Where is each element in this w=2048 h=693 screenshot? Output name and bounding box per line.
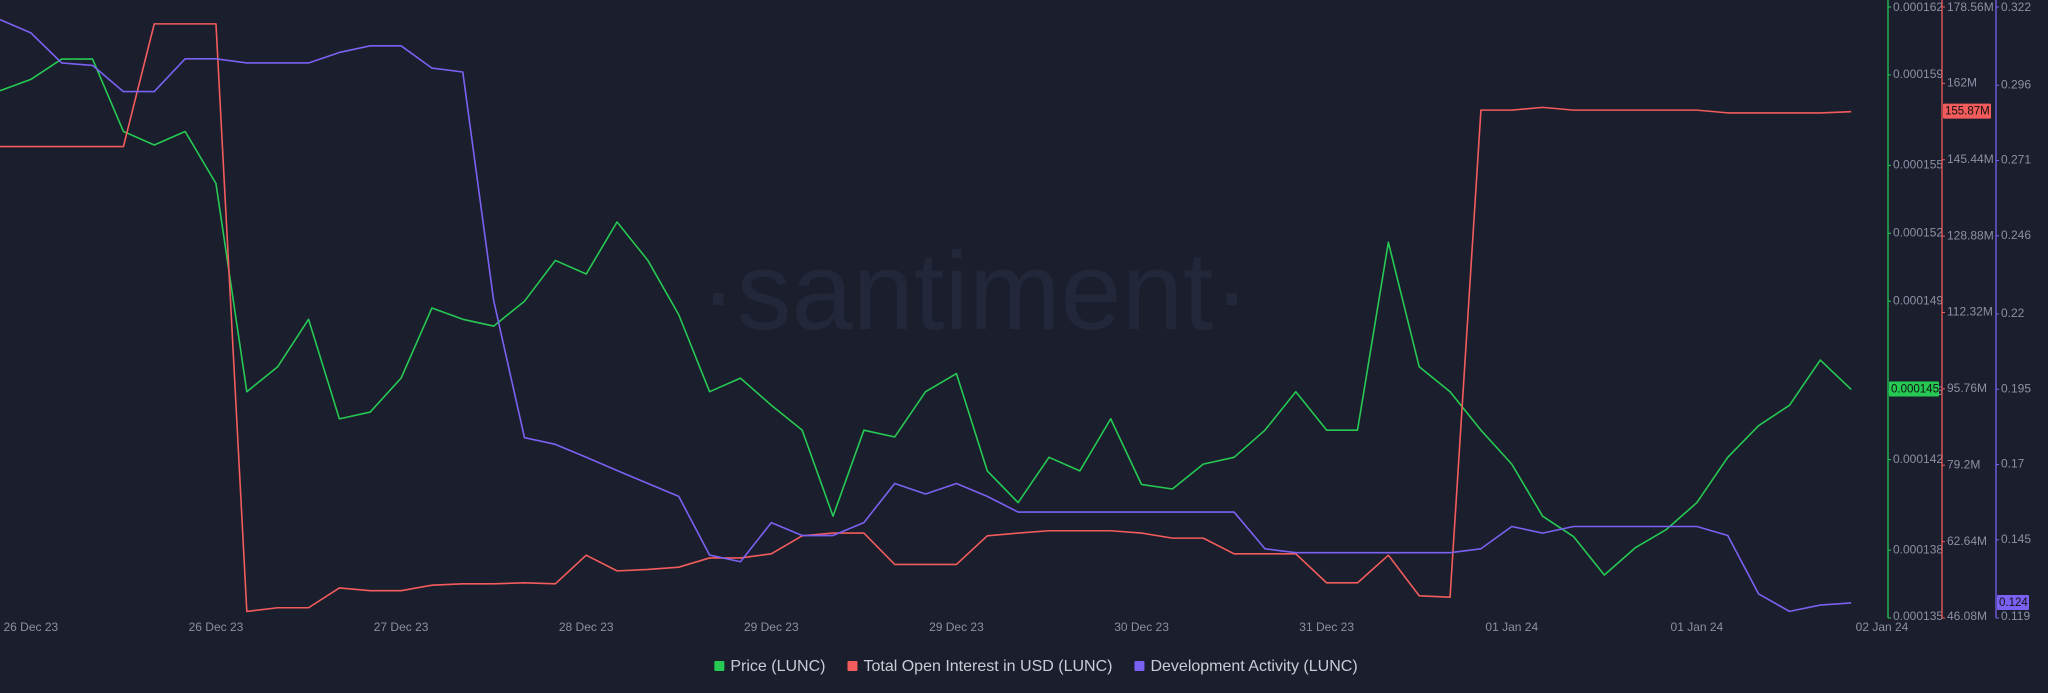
x-tick-label: 31 Dec 23 — [1299, 620, 1354, 634]
x-tick-label: 02 Jan 24 — [1856, 620, 1909, 634]
y-tick-label: 0.145 — [2001, 532, 2031, 546]
y-tick-label: 0.000135 — [1893, 609, 1943, 623]
y-tick-label: 62.64M — [1947, 534, 1987, 548]
last-value-badge: 0.000145 — [1889, 381, 1939, 397]
y-tick-label: 0.119 — [2001, 609, 2030, 623]
x-tick-label: 27 Dec 23 — [374, 620, 429, 634]
y-tick-label: 0.17 — [2001, 457, 2025, 471]
badge-bg — [1889, 381, 1939, 397]
legend-label: Price (LUNC) — [730, 658, 825, 675]
x-tick-label: 29 Dec 23 — [744, 620, 799, 634]
x-tick-label: 29 Dec 23 — [929, 620, 984, 634]
legend-label: Total Open Interest in USD (LUNC) — [863, 658, 1112, 675]
last-value-badge: 0.124 — [1997, 594, 2029, 610]
y-tick-label: 162M — [1947, 76, 1977, 90]
y-tick-label: 46.08M — [1947, 609, 1987, 623]
y-tick-label: 0.22 — [2001, 306, 2025, 320]
legend-swatch — [1134, 661, 1145, 671]
series-line — [0, 18, 1852, 613]
y-tick-label: 0.271 — [2001, 153, 2031, 167]
legend-label: Development Activity (LUNC) — [1150, 658, 1357, 675]
x-tick-label: 01 Jan 24 — [1485, 620, 1538, 634]
y-tick-label: 0.000152 — [1893, 225, 1943, 239]
badge-label: 155.87M — [1945, 106, 1990, 118]
y-tick-label: 0.000162 — [1893, 0, 1943, 14]
x-tick-label: 26 Dec 23 — [4, 620, 59, 634]
legend-item[interactable]: Price (LUNC) — [714, 658, 825, 675]
legend-item[interactable]: Development Activity (LUNC) — [1134, 658, 1358, 675]
y-tick-label: 95.76M — [1947, 381, 1987, 395]
badge-bg — [1997, 594, 2029, 610]
y-tick-label: 0.000149 — [1893, 293, 1943, 307]
legend-item[interactable]: Total Open Interest in USD (LUNC) — [847, 658, 1112, 675]
legend-swatch — [714, 661, 725, 671]
x-tick-label: 30 Dec 23 — [1114, 620, 1169, 634]
y-tick-label: 112.32M — [1947, 305, 1993, 319]
y-tick-label: 79.2M — [1947, 457, 1980, 471]
y-tick-label: 0.000155 — [1893, 158, 1943, 172]
series-line — [0, 58, 1852, 576]
x-tick-label: 26 Dec 23 — [189, 620, 244, 634]
x-tick-label: 28 Dec 23 — [559, 620, 614, 634]
x-tick-label: 01 Jan 24 — [1671, 620, 1724, 634]
y-tick-label: 0.000159 — [1893, 67, 1943, 81]
y-tick-label: 0.000138 — [1893, 542, 1943, 556]
series-line — [0, 23, 1852, 613]
legend: Price (LUNC) Total Open Interest in USD (… — [714, 658, 1358, 675]
y-tick-label: 145.44M — [1947, 152, 1994, 166]
badge-label: 0.124 — [1999, 597, 2028, 609]
badge-label: 0.000145 — [1891, 383, 1939, 395]
legend-swatch — [847, 661, 858, 671]
y-tick-label: 0.296 — [2001, 77, 2031, 91]
y-tick-label: 128.88M — [1947, 228, 1994, 242]
y-tick-label: 178.56M — [1947, 0, 1994, 14]
last-value-badge: 155.87M — [1943, 103, 1991, 119]
y-tick-label: 0.195 — [2001, 381, 2031, 395]
badge-bg — [1943, 103, 1991, 119]
y-tick-label: 0.246 — [2001, 228, 2031, 242]
y-tick-label: 0.322 — [2001, 0, 2031, 14]
watermark: ·santiment· — [700, 230, 1250, 353]
y-tick-label: 0.000142 — [1893, 452, 1943, 466]
